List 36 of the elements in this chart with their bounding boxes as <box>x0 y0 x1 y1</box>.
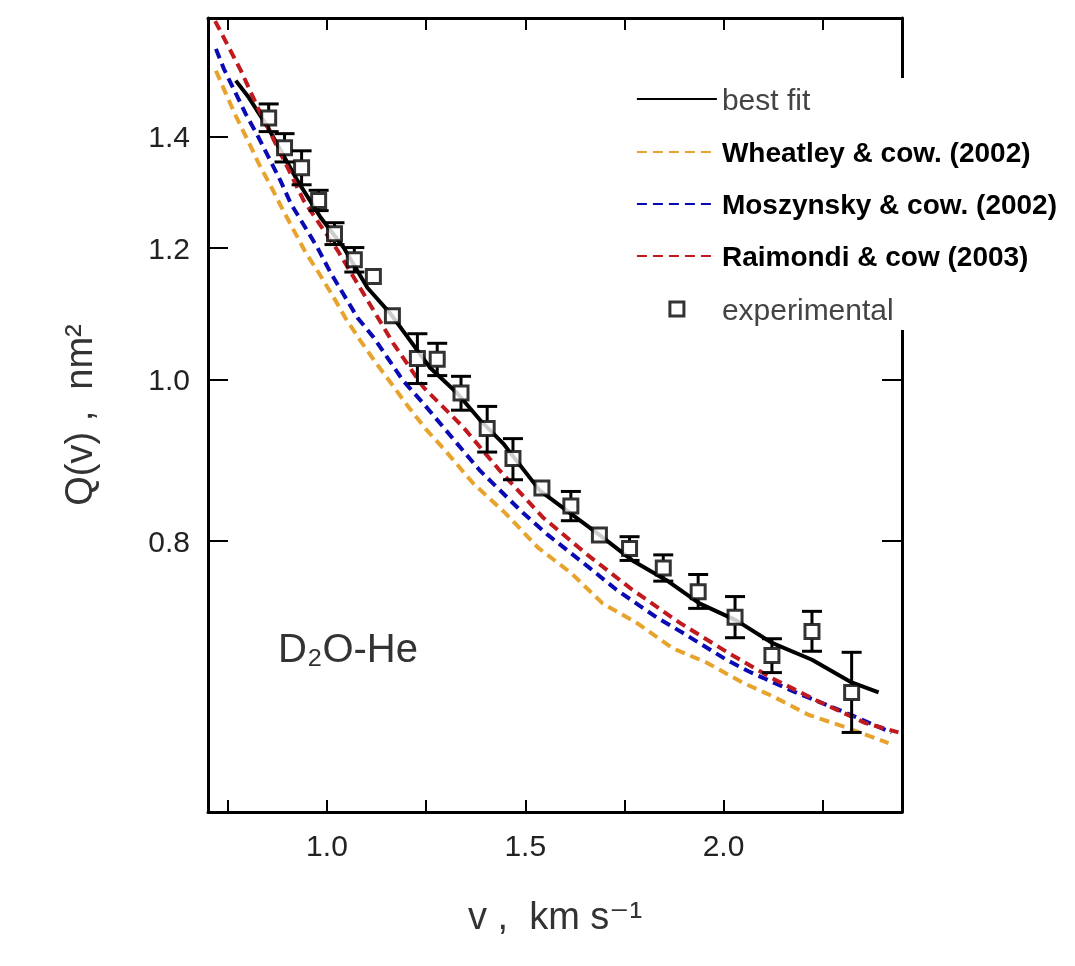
legend-label: Wheatley & cow. (2002) <box>721 136 1031 168</box>
legend-label: best fit <box>721 82 811 116</box>
point <box>408 350 426 368</box>
point <box>763 646 781 664</box>
point <box>293 159 311 177</box>
y-axis-title: Q(v) , nm² <box>58 324 100 506</box>
point <box>504 449 522 467</box>
point <box>260 109 278 127</box>
point <box>843 683 861 701</box>
x-axis-title: v , km s⁻¹ <box>467 895 643 937</box>
point <box>590 526 608 544</box>
point <box>383 307 401 325</box>
point <box>621 539 639 557</box>
point <box>726 608 744 626</box>
y-tick-label: 0.8 <box>148 524 190 558</box>
legend-label: Raimondi & cow (2003) <box>721 240 1029 272</box>
point <box>533 479 551 497</box>
point <box>428 350 446 368</box>
legend-label: experimental <box>721 292 894 326</box>
point <box>562 497 580 515</box>
point <box>689 583 707 601</box>
point <box>276 139 294 157</box>
x-tick-label: 1.5 <box>504 828 547 862</box>
point <box>478 420 496 437</box>
point <box>452 384 470 402</box>
point <box>803 623 821 641</box>
point <box>364 267 382 285</box>
x-tick-label: 2.0 <box>702 828 745 862</box>
x-tick-label: 1.0 <box>306 828 348 862</box>
y-tick-label: 1.4 <box>148 120 190 154</box>
legend-label: Moszynsky & cow. (2002) <box>721 188 1058 220</box>
y-tick-label: 1.0 <box>148 363 190 397</box>
point <box>654 559 672 577</box>
y-tick-label: 1.2 <box>148 231 190 265</box>
point <box>345 251 363 269</box>
annotation: D₂O-He <box>278 626 418 670</box>
